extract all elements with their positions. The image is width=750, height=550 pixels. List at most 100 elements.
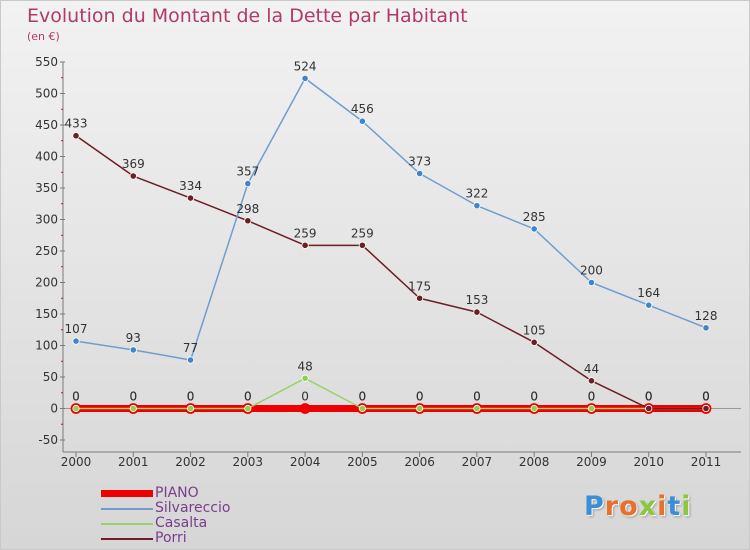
data-point-porri [473, 308, 481, 316]
y-tick-label: 150 [35, 307, 58, 321]
y-tick-label: 450 [35, 118, 58, 132]
x-tick-label: 2008 [519, 455, 550, 469]
x-tick-label: 2001 [118, 455, 149, 469]
data-label-porri: 175 [408, 279, 431, 293]
data-label-silvareccio: 322 [465, 187, 488, 201]
data-point-casalta [530, 404, 538, 413]
data-label-piano: 0 [129, 390, 137, 404]
data-label-silvareccio: 200 [580, 264, 603, 278]
data-label-porri: 153 [465, 293, 488, 307]
data-point-porri [702, 404, 710, 413]
data-point-silvareccio [587, 278, 596, 287]
data-label-silvareccio: 107 [65, 322, 88, 336]
data-point-casalta [473, 404, 481, 413]
data-point-silvareccio [358, 117, 366, 125]
data-label-piano: 0 [187, 390, 195, 404]
data-point-casalta [358, 404, 366, 413]
legend-swatch [101, 523, 153, 525]
data-label-silvareccio: 93 [126, 331, 141, 345]
y-tick-label: -50 [38, 433, 58, 447]
data-point-porri [244, 217, 252, 225]
data-point-casalta [301, 374, 309, 382]
legend-swatch [101, 538, 153, 540]
data-label-casalta: 0 [359, 390, 367, 404]
x-tick-label: 2000 [61, 455, 92, 469]
y-tick-label: 300 [35, 213, 58, 227]
data-label-piano: 0 [645, 390, 653, 404]
data-label-silvareccio: 77 [183, 341, 198, 355]
data-label-silvareccio: 164 [637, 286, 660, 300]
y-tick-label: 250 [35, 244, 58, 258]
series-line-casalta [76, 377, 706, 410]
y-tick-label: 0 [50, 402, 58, 416]
data-point-silvareccio [645, 301, 653, 309]
data-label-casalta: 0 [645, 390, 653, 404]
data-point-casalta [129, 404, 137, 413]
legend-label: Silvareccio [155, 500, 231, 516]
x-tick-label: 2003 [233, 455, 264, 469]
data-label-silvareccio: 524 [294, 59, 317, 73]
data-point-casalta [587, 404, 596, 413]
data-label-casalta: 0 [530, 390, 538, 404]
data-label-piano: 0 [359, 390, 367, 404]
legend-label: Casalta [155, 515, 208, 531]
x-tick-label: 2004 [290, 455, 321, 469]
data-label-porri: 259 [351, 226, 374, 240]
legend-label: PIANO [155, 485, 199, 501]
data-point-silvareccio [186, 356, 195, 364]
data-label-piano: 0 [473, 390, 481, 404]
data-label-porri: 0 [645, 390, 653, 404]
x-tick-label: 2006 [404, 455, 435, 469]
x-tick-label: 2005 [347, 455, 378, 469]
data-label-silvareccio: 128 [695, 309, 718, 323]
data-label-piano: 0 [301, 390, 309, 404]
data-label-porri: 334 [179, 179, 202, 193]
y-tick-label: 50 [43, 370, 58, 384]
data-point-porri [645, 404, 653, 413]
data-point-silvareccio [530, 225, 538, 233]
data-point-silvareccio [129, 346, 137, 354]
y-tick-label: 200 [35, 276, 58, 290]
legend-label: Porri [155, 530, 187, 546]
x-tick-label: 2010 [633, 455, 664, 469]
data-label-piano: 0 [244, 390, 252, 404]
data-point-silvareccio [702, 324, 710, 332]
data-label-casalta: 0 [702, 390, 710, 404]
data-point-porri [416, 294, 424, 302]
data-label-piano: 0 [588, 390, 596, 404]
data-label-casalta: 0 [72, 390, 80, 404]
data-point-casalta [244, 404, 252, 413]
data-point-piano [299, 403, 311, 414]
data-point-silvareccio [244, 179, 252, 188]
y-tick-label: 400 [35, 150, 58, 164]
x-tick-label: 2007 [462, 455, 493, 469]
data-label-casalta: 0 [588, 390, 596, 404]
legend-swatch [101, 490, 153, 497]
data-label-casalta: 48 [297, 359, 312, 373]
data-point-porri [72, 132, 80, 140]
x-tick-label: 2009 [576, 455, 607, 469]
data-point-casalta [186, 404, 195, 413]
data-point-silvareccio [416, 169, 424, 178]
data-point-silvareccio [473, 202, 481, 210]
data-point-silvareccio [72, 337, 80, 345]
data-label-porri: 44 [584, 362, 599, 376]
chart-unit: (en €) [27, 30, 60, 43]
data-label-silvareccio: 373 [408, 155, 431, 169]
data-point-casalta [72, 404, 80, 413]
series-line-silvareccio [75, 77, 707, 361]
data-point-porri [530, 338, 538, 346]
data-label-piano: 0 [416, 390, 424, 404]
data-point-porri [129, 172, 137, 180]
data-label-porri: 0 [702, 390, 710, 404]
proxiti-logo: Proxiti [584, 491, 692, 522]
data-point-silvareccio [301, 74, 309, 82]
y-tick-label: 500 [35, 87, 58, 101]
data-point-casalta [416, 404, 424, 413]
data-label-silvareccio: 456 [351, 102, 374, 116]
data-label-piano: 0 [530, 390, 538, 404]
data-label-silvareccio: 357 [236, 165, 259, 179]
data-label-piano: 0 [72, 390, 80, 404]
y-tick-label: 550 [35, 55, 58, 69]
